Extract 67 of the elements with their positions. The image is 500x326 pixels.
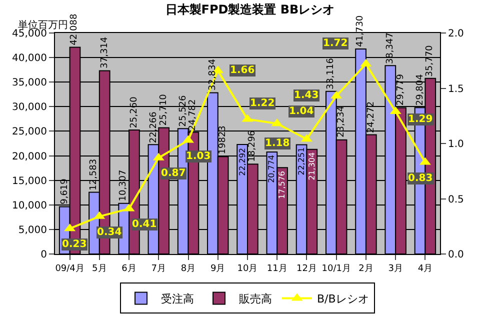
x-tick-label: 5月 xyxy=(92,264,107,274)
x-tick-label: 3月 xyxy=(388,264,403,274)
data-label: 0.87 xyxy=(161,168,186,179)
data-label: 1.66 xyxy=(230,65,255,76)
data-label: 12,583 xyxy=(89,158,100,190)
data-label: 38,347 xyxy=(386,32,396,64)
data-label: 41,730 xyxy=(356,15,366,47)
data-label: 19823 xyxy=(218,126,228,154)
y-tick-label: 25,000 xyxy=(12,126,47,138)
data-label: 22,266 xyxy=(148,111,159,144)
x-tick-label: 7月 xyxy=(151,264,166,274)
data-label: 1.18 xyxy=(265,138,290,149)
data-label: 21,304 xyxy=(308,152,317,180)
y-tick-label: 40,000 xyxy=(12,53,47,64)
data-label: 0.34 xyxy=(97,227,122,238)
data-label: 1.03 xyxy=(186,151,211,162)
y-tick-label: 15,000 xyxy=(12,176,47,187)
data-label: 42,088 xyxy=(70,14,80,46)
y2-tick-label: 1.0 xyxy=(448,139,464,150)
y-tick-label: 35,000 xyxy=(12,78,47,89)
y-tick-label: 10,000 xyxy=(12,200,47,212)
y2-tick-label: 0.0 xyxy=(448,250,464,260)
chart-title: 日本製FPD製造装置 BBレシオ xyxy=(165,2,335,16)
y-tick-label: 5,000 xyxy=(18,224,47,236)
x-tick-label: 8月 xyxy=(180,264,196,274)
data-label: 10,307 xyxy=(118,170,128,202)
x-tick-label: 12月 xyxy=(296,264,317,274)
y-tick-label: 0 xyxy=(40,250,47,260)
x-tick-label: 6月 xyxy=(122,264,136,274)
data-label: 0.23 xyxy=(62,239,87,250)
data-label: 18,296 xyxy=(248,130,258,162)
data-label: 17,576 xyxy=(278,170,287,199)
data-label: 20,774 xyxy=(266,154,276,183)
legend-label: 販売高 xyxy=(239,292,272,306)
data-label: 22,292 xyxy=(238,148,247,176)
y-tick-label: 30,000 xyxy=(12,102,47,114)
data-label: 37,314 xyxy=(100,36,110,68)
x-tick-label: 10/1月 xyxy=(322,264,351,274)
y2-tick-label: 2.0 xyxy=(448,28,464,40)
x-tick-label: 9月 xyxy=(210,264,226,274)
y2-tick-label: 1.5 xyxy=(448,84,464,95)
legend-label: B/Bレシオ xyxy=(317,292,369,306)
x-tick-label: 11月 xyxy=(266,264,288,274)
data-label: 23,234 xyxy=(336,106,347,138)
data-label: 1.22 xyxy=(250,98,275,109)
data-label: 1.72 xyxy=(323,38,348,49)
data-label: 22,251 xyxy=(296,147,306,176)
legend-label: 受注高 xyxy=(161,292,194,306)
data-label: 1.29 xyxy=(408,114,433,125)
x-tick-label: 09/4月 xyxy=(55,264,84,274)
data-label: 29,804 xyxy=(415,74,426,106)
y-tick-label: 45,000 xyxy=(12,28,47,40)
x-tick-label: 2月 xyxy=(358,264,374,274)
data-label: 25,710 xyxy=(159,94,170,126)
y-tick-label: 20,000 xyxy=(12,151,47,162)
y2-tick-label: 0.5 xyxy=(448,194,464,206)
data-label: 0.41 xyxy=(132,219,157,230)
data-label: 1.04 xyxy=(289,106,314,117)
data-label: 32,834 xyxy=(208,58,218,90)
x-tick-label: 10月 xyxy=(237,264,258,274)
data-label: 0.83 xyxy=(408,173,433,184)
x-tick-label: 4月 xyxy=(418,264,433,274)
y-axis-title: 単位百万円 xyxy=(18,19,68,31)
data-label: 35,770 xyxy=(425,44,436,77)
data-label: 33,116 xyxy=(326,58,336,90)
data-label: 25,526 xyxy=(178,94,188,127)
data-label: 1.43 xyxy=(294,90,319,101)
